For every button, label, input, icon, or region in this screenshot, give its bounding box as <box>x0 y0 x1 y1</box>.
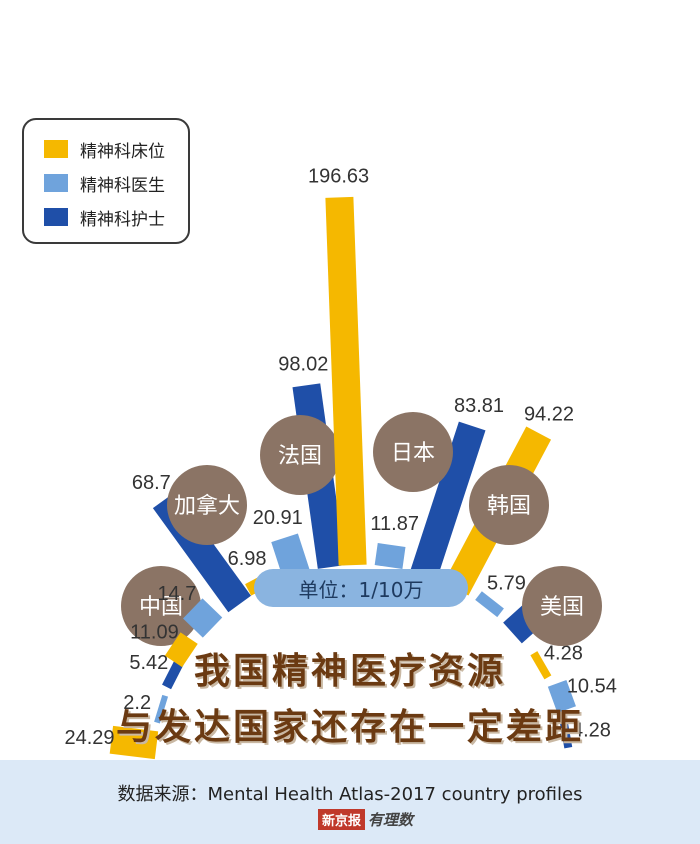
logo-script: 有理数 <box>368 811 414 829</box>
bar-usa-1 <box>547 679 576 714</box>
value-label-france-2: 98.02 <box>278 353 328 375</box>
value-label-usa-1: 10.54 <box>567 676 617 698</box>
value-label-korea-0: 94.22 <box>524 404 574 426</box>
bar-japan-1 <box>374 543 406 569</box>
legend-swatch-beds <box>44 140 68 158</box>
value-label-china-2: 5.42 <box>129 652 168 674</box>
value-label-france-0: 6.98 <box>228 548 267 570</box>
country-label-korea: 韩国 <box>487 494 531 519</box>
bar-rect-usa-2 <box>559 719 573 749</box>
legend-label-beds: 精神科床位 <box>80 141 165 162</box>
value-label-japan-1: 11.87 <box>370 513 419 535</box>
country-circle-france <box>260 415 340 495</box>
bar-rect-usa-0 <box>530 651 552 680</box>
value-label-usa-0: 4.28 <box>544 642 583 664</box>
value-label-china-0: 24.29 <box>65 727 115 749</box>
legend-item-doctors: 精神科医生 <box>44 172 165 196</box>
country-circle-usa <box>522 566 602 646</box>
logo-box: 新京报 <box>318 809 366 830</box>
bar-usa-0 <box>530 651 552 680</box>
legend-item-nurses: 精神科护士 <box>44 206 165 230</box>
unit-label: 单位：1/10万 <box>254 569 468 607</box>
bar-rect-japan-0 <box>325 196 367 566</box>
bar-japan-2 <box>410 421 486 580</box>
country-label-canada: 加拿大 <box>174 493 240 519</box>
bar-korea-1 <box>475 591 504 618</box>
country-label-japan: 日本 <box>391 441 435 466</box>
bar-rect-korea-1 <box>475 591 504 618</box>
bar-rect-china-0 <box>109 725 159 760</box>
bar-china-0 <box>109 725 159 760</box>
legend-label-doctors: 精神科医生 <box>80 175 165 196</box>
bar-rect-france-1 <box>271 533 310 580</box>
bar-rect-canada-1 <box>183 598 223 638</box>
country-circle-korea <box>469 465 549 545</box>
value-label-canada-2: 68.7 <box>132 472 171 494</box>
value-label-japan-2: 83.81 <box>454 395 504 417</box>
legend: 精神科床位 精神科医生 精神科护士 <box>22 118 190 244</box>
bar-rect-japan-2 <box>410 421 486 580</box>
bar-rect-korea-2 <box>503 605 541 644</box>
data-source: 数据来源：Mental Health Atlas-2017 country pr… <box>117 784 583 805</box>
bar-rect-usa-1 <box>547 679 576 714</box>
value-label-canada-0: 11.09 <box>130 622 179 644</box>
value-label-japan-0: 196.63 <box>308 165 369 187</box>
bar-france-1 <box>271 533 310 580</box>
value-label-france-1: 20.91 <box>253 507 303 529</box>
bar-canada-1 <box>183 598 223 638</box>
country-circle-canada <box>167 465 247 545</box>
bar-canada-0 <box>164 632 198 668</box>
value-label-china-1: 2.2 <box>123 692 151 714</box>
value-label-korea-1: 5.79 <box>487 573 526 595</box>
legend-label-nurses: 精神科护士 <box>80 209 165 230</box>
country-circle-japan <box>373 412 453 492</box>
country-label-china: 中国 <box>139 595 183 620</box>
country-label-usa: 美国 <box>540 595 584 620</box>
country-circle-china <box>121 566 201 646</box>
publisher-logo: 新京报 有理数 <box>318 809 413 830</box>
legend-item-beds: 精神科床位 <box>44 138 165 162</box>
value-label-canada-1: 14.7 <box>157 583 196 605</box>
bar-rect-china-2 <box>162 659 184 690</box>
bar-korea-2 <box>503 605 541 644</box>
headline-line-2: 与发达国家还存在一定差距 <box>115 707 584 748</box>
bar-china-1 <box>154 694 169 724</box>
bar-rect-canada-0 <box>164 632 198 668</box>
legend-swatch-nurses <box>44 208 68 226</box>
country-label-france: 法国 <box>278 444 322 469</box>
legend-swatch-doctors <box>44 174 68 192</box>
bar-rect-japan-1 <box>374 543 406 569</box>
value-label-usa-2: 4.28 <box>572 719 611 741</box>
bar-china-2 <box>162 659 184 690</box>
bar-usa-2 <box>559 719 573 749</box>
bar-japan-0 <box>325 196 367 566</box>
bar-rect-china-1 <box>154 694 169 724</box>
footer <box>0 760 700 844</box>
headline-line-1: 我国精神医疗资源 <box>193 651 506 692</box>
